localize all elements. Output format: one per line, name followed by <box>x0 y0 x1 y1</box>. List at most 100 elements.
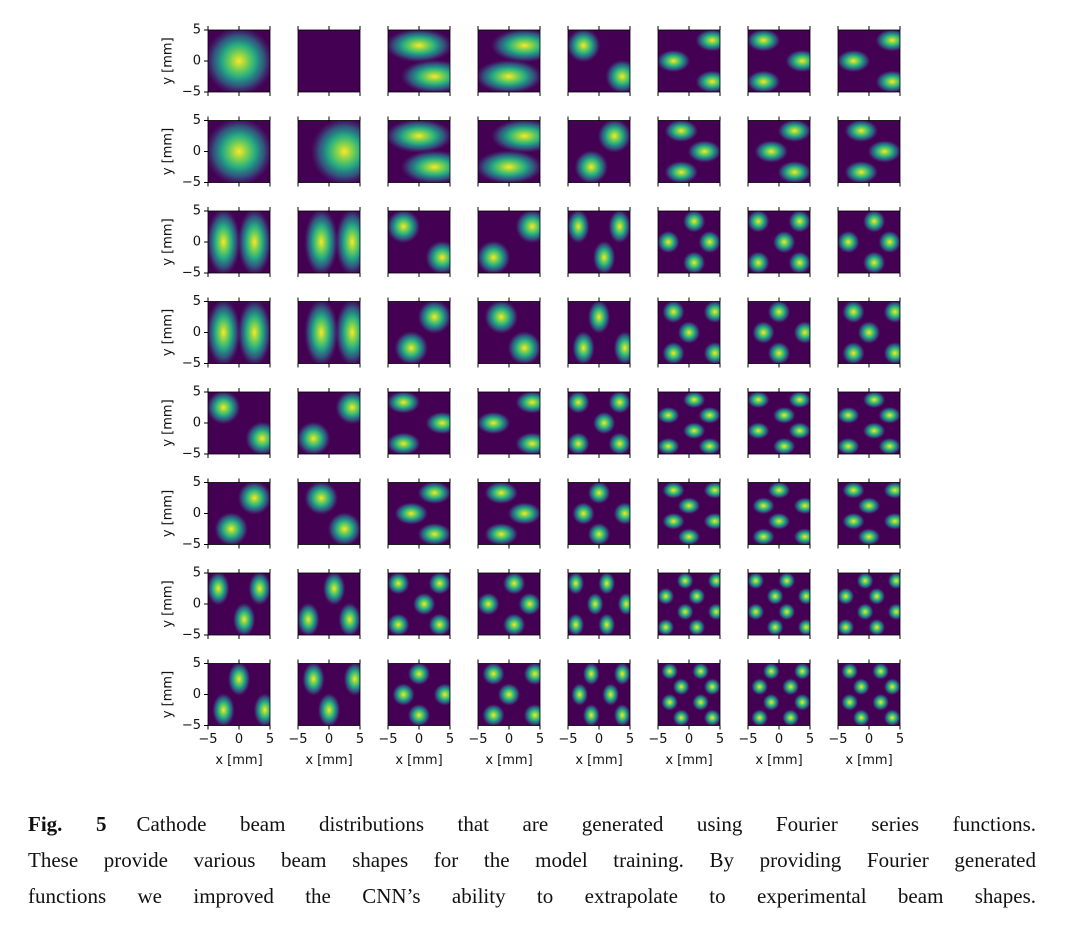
heatmap-panel <box>208 573 270 635</box>
beam-spot <box>661 663 679 680</box>
x-tick-label: −5 <box>828 732 847 747</box>
beam-spot <box>478 59 540 92</box>
y-tick-label: 5 <box>193 204 201 219</box>
beam-spot <box>478 240 511 273</box>
beam-spot <box>842 512 865 530</box>
beam-spot <box>754 140 789 163</box>
beam-spot <box>778 603 796 621</box>
beam-spot <box>878 230 900 254</box>
beam-spot <box>613 502 630 525</box>
beam-spot <box>497 683 521 706</box>
heatmap-panel <box>658 573 720 635</box>
beam-spot <box>752 497 775 515</box>
beam-spot <box>772 230 796 254</box>
x-tick-label: 0 <box>685 732 693 747</box>
y-axis-label: y [mm] <box>161 399 176 446</box>
beam-spot <box>214 512 249 545</box>
beam-spot <box>407 703 431 726</box>
beam-spot <box>298 602 320 635</box>
y-tick-label: 5 <box>193 294 201 309</box>
beam-spot <box>662 512 685 530</box>
beam-spot <box>388 432 421 454</box>
beam-spot <box>852 678 870 696</box>
heatmap-panel <box>298 663 360 726</box>
beam-spot <box>587 522 611 545</box>
x-axis-label: x [mm] <box>845 753 892 768</box>
beam-spot <box>672 709 690 726</box>
beam-spot <box>484 301 519 334</box>
beam-spot <box>883 482 900 499</box>
beam-spot <box>698 230 720 254</box>
beam-spot <box>658 406 680 424</box>
x-tick-label: 5 <box>716 732 724 747</box>
heatmap-panel <box>568 482 630 545</box>
beam-spot <box>388 392 421 414</box>
beam-spot <box>793 528 810 545</box>
beam-spot <box>703 512 720 530</box>
x-tick-label: −5 <box>198 732 217 747</box>
beam-spot <box>388 573 410 595</box>
beam-spot <box>762 693 780 711</box>
heatmap-panel <box>658 663 720 726</box>
heatmap-panel <box>568 211 630 273</box>
y-tick-label: 5 <box>193 656 201 671</box>
figure: y [mm] −5 0 5 y [mm] −5 0 5 y [mm] −5 0 5 y [mm] −5 0 5… <box>161 23 905 769</box>
beam-spot <box>248 573 270 606</box>
y-tick-label: 5 <box>193 385 201 400</box>
x-axis-label: x [mm] <box>395 753 442 768</box>
beam-spot <box>777 160 810 183</box>
beam-spot <box>767 482 791 499</box>
beam-spot <box>883 709 900 726</box>
beam-spot <box>568 613 585 635</box>
beam-spot <box>310 120 360 183</box>
beam-spot <box>388 613 410 635</box>
beam-spot <box>661 693 679 711</box>
heatmap-panel <box>208 392 270 454</box>
beam-spot <box>608 432 630 454</box>
heatmap-panel <box>298 573 360 635</box>
heatmap-panel <box>208 482 270 545</box>
beam-spot <box>838 230 860 254</box>
y-tick-label: 5 <box>193 113 201 128</box>
beam-spot <box>664 160 699 183</box>
beam-spot <box>582 663 600 686</box>
beam-spot <box>394 331 429 364</box>
beam-spot <box>707 573 720 590</box>
beam-spot <box>887 603 900 621</box>
beam-spot <box>304 482 339 515</box>
heatmap-panel <box>208 663 270 726</box>
beam-spot <box>658 587 675 605</box>
beam-spot <box>692 663 710 680</box>
x-tick-label: −5 <box>378 732 397 747</box>
beam-spot <box>592 411 616 435</box>
beam-spot <box>502 613 526 635</box>
beam-spot <box>338 602 360 635</box>
x-tick-label: 5 <box>896 732 904 747</box>
y-tick-label: −5 <box>182 447 201 462</box>
beam-spot <box>237 211 270 273</box>
beam-spot <box>574 150 609 183</box>
beam-spot <box>788 422 810 440</box>
beam-spot <box>662 301 685 324</box>
y-axis-label: y [mm] <box>161 309 176 356</box>
beam-spot <box>658 437 680 454</box>
heatmap-panel <box>658 482 720 545</box>
beam-spot <box>335 392 360 425</box>
x-axis-label: x [mm] <box>665 753 712 768</box>
beam-spot <box>572 502 595 525</box>
beam-spot <box>852 709 870 726</box>
beam-spot <box>208 211 241 273</box>
beam-spot <box>844 160 879 183</box>
heatmap-panel <box>298 30 360 92</box>
x-axis-label: x [mm] <box>575 753 622 768</box>
beam-spot <box>428 573 450 595</box>
beam-spot <box>245 421 270 454</box>
y-tick-label: 0 <box>193 416 201 431</box>
beam-spot <box>766 618 784 635</box>
heatmap-panel <box>298 120 360 183</box>
beam-spot <box>298 421 331 454</box>
x-tick-label: 0 <box>235 732 243 747</box>
heatmap-panel <box>478 211 540 273</box>
beam-spot <box>698 406 720 424</box>
beam-spot <box>484 522 519 545</box>
